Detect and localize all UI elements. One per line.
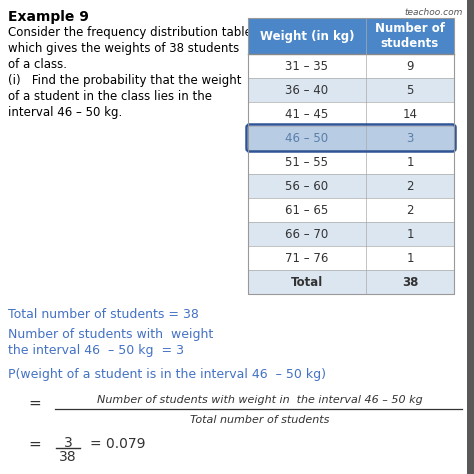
- Text: Total: Total: [291, 275, 323, 289]
- Text: Example 9: Example 9: [8, 10, 89, 24]
- Text: 3: 3: [406, 131, 414, 145]
- Text: of a class.: of a class.: [8, 58, 67, 71]
- Text: 61 – 65: 61 – 65: [285, 203, 328, 217]
- Bar: [248, 78, 454, 102]
- Text: Total number of students = 38: Total number of students = 38: [8, 308, 199, 321]
- Bar: [248, 18, 454, 294]
- Bar: [248, 270, 454, 294]
- Bar: [248, 102, 454, 126]
- Text: 38: 38: [402, 275, 418, 289]
- Text: 36 – 40: 36 – 40: [285, 83, 328, 97]
- Text: 1: 1: [406, 155, 414, 168]
- Text: 2: 2: [406, 203, 414, 217]
- Text: 51 – 55: 51 – 55: [285, 155, 328, 168]
- Text: the interval 46  – 50 kg  = 3: the interval 46 – 50 kg = 3: [8, 344, 184, 357]
- Text: 71 – 76: 71 – 76: [285, 252, 328, 264]
- Text: =: =: [28, 437, 41, 452]
- Text: Total number of students: Total number of students: [191, 415, 330, 425]
- Bar: [248, 246, 454, 270]
- Text: 3: 3: [64, 436, 73, 450]
- Text: Number of students with weight in  the interval 46 – 50 kg: Number of students with weight in the in…: [97, 395, 423, 405]
- Text: P(weight of a student is in the interval 46  – 50 kg): P(weight of a student is in the interval…: [8, 368, 326, 381]
- Text: (i)   Find the probability that the weight: (i) Find the probability that the weight: [8, 74, 241, 87]
- Bar: [248, 198, 454, 222]
- Bar: [467, 0, 474, 474]
- Text: 46 – 50: 46 – 50: [285, 131, 328, 145]
- Text: which gives the weights of 38 students: which gives the weights of 38 students: [8, 42, 239, 55]
- Text: 66 – 70: 66 – 70: [285, 228, 328, 240]
- Text: teachoo.com: teachoo.com: [405, 8, 463, 17]
- Text: 9: 9: [406, 60, 414, 73]
- Text: 41 – 45: 41 – 45: [285, 108, 328, 120]
- Text: = 0.079: = 0.079: [90, 437, 146, 451]
- Bar: [248, 126, 454, 150]
- Bar: [248, 150, 454, 174]
- Text: =: =: [28, 395, 41, 410]
- Text: 31 – 35: 31 – 35: [285, 60, 328, 73]
- Text: interval 46 – 50 kg.: interval 46 – 50 kg.: [8, 106, 122, 119]
- Text: 1: 1: [406, 252, 414, 264]
- Text: Consider the frequency distribution table: Consider the frequency distribution tabl…: [8, 26, 252, 39]
- Bar: [248, 174, 454, 198]
- Text: Number of
students: Number of students: [375, 22, 445, 50]
- Text: 56 – 60: 56 – 60: [285, 180, 328, 192]
- Text: 38: 38: [59, 450, 77, 464]
- Text: 14: 14: [402, 108, 418, 120]
- Text: of a student in the class lies in the: of a student in the class lies in the: [8, 90, 212, 103]
- Text: Weight (in kg): Weight (in kg): [260, 29, 354, 43]
- Bar: [248, 222, 454, 246]
- Text: Number of students with  weight: Number of students with weight: [8, 328, 213, 341]
- Bar: [248, 18, 454, 54]
- Text: 2: 2: [406, 180, 414, 192]
- Text: 5: 5: [406, 83, 414, 97]
- Text: 1: 1: [406, 228, 414, 240]
- Bar: [248, 54, 454, 78]
